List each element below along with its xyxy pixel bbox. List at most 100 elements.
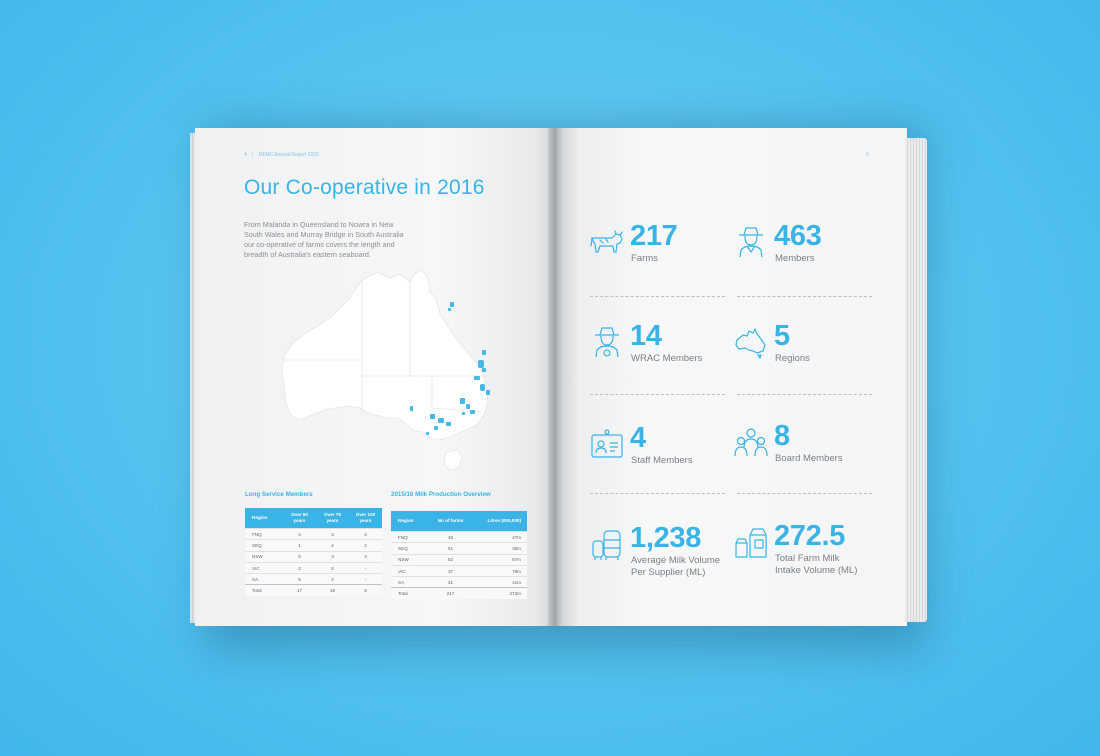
table-header-row: Region No of farms Litres (000,000) (391, 511, 527, 532)
stat-label: Average Milk Volume Per Supplier (ML) (631, 555, 720, 579)
table-row: SA 31 41m (391, 576, 527, 588)
cell: 217 (425, 587, 476, 599)
table-row: VIC 2 6- (245, 561, 382, 574)
milk-vat-icon (592, 530, 621, 560)
table-header-row: Region Over 50 years Over 75 years Over … (245, 508, 382, 529)
stat-label-line-2: Intake Volume (ML) (775, 565, 858, 576)
stat-value: 272.5 (774, 520, 846, 552)
cell: Total (245, 584, 283, 596)
stat-value: 1,238 (630, 522, 702, 554)
cell: FNQ (391, 530, 425, 543)
stat-divider (737, 493, 872, 494)
table-row: SA 5 2- (245, 573, 382, 585)
cell: 38m (476, 542, 527, 555)
stat-value: 8 (774, 420, 790, 452)
cell: SEQ (391, 542, 425, 555)
book-gutter (548, 128, 564, 626)
cell: 2 (283, 561, 316, 574)
stat-value: 14 (630, 320, 662, 352)
table-row: NSW 52 67m (391, 553, 527, 566)
page-title: Our Co-operative in 2016 (244, 176, 485, 199)
stat-label-line-2: Per Supplier (ML) (631, 567, 706, 578)
stat-label: Staff Members (631, 455, 693, 466)
stat-label: Farms (631, 253, 658, 264)
left-page-edges (190, 133, 196, 623)
stat-label: Regions (775, 353, 810, 364)
header-cell: Region (391, 511, 425, 532)
header-cell: Litres (000,000) (476, 511, 527, 532)
cell: 4 (283, 527, 316, 540)
right-page-edges (905, 138, 927, 622)
intro-paragraph: From Malanda in Queensland to Nowra in N… (244, 220, 404, 259)
table-row: VIC 37 79m (391, 564, 527, 577)
cell: 46 (425, 530, 476, 543)
stat-divider (590, 296, 725, 297)
cell: FNQ (245, 527, 283, 540)
stat-divider (590, 493, 725, 494)
cell: 31 (425, 576, 476, 588)
table-row: SEQ 1 4 2 (245, 539, 382, 552)
cell: 5 (283, 550, 316, 563)
stat-label: Members (775, 253, 815, 264)
header-cell: No of farms (425, 511, 476, 532)
stat-divider (737, 394, 872, 395)
page-number-right: 5 (866, 152, 869, 158)
cell: 3 (316, 550, 349, 563)
cell: 18 (316, 584, 349, 596)
long-service-title: Long Service Members (245, 491, 313, 498)
stat-label-line-1: Average Milk Volume (631, 555, 721, 566)
australia-landmass (282, 269, 489, 471)
cell: 51 (425, 542, 476, 555)
farmer-icon (739, 227, 763, 258)
milk-production-title: 2015/16 Milk Production Overview (391, 491, 491, 498)
header-cell: Over 75 years (316, 508, 349, 529)
cell: 272m (476, 587, 527, 599)
australia-map-illustration (282, 269, 490, 471)
cell: Total (391, 587, 425, 599)
cell: 9 (349, 584, 382, 596)
cell: 5 (283, 573, 316, 585)
header-separator: | (252, 152, 254, 158)
cell: 4 (349, 527, 382, 540)
stat-label: WRAC Members (631, 353, 703, 364)
cell: SA (391, 576, 425, 588)
report-title: DFMC Annual Report 2016 (258, 152, 319, 158)
table-row: FNQ 46 47m (391, 530, 527, 543)
cell: VIC (245, 561, 283, 574)
stat-value: 217 (630, 220, 678, 252)
stat-value: 5 (774, 320, 790, 352)
table-row: FNQ 4 3 4 (245, 527, 382, 540)
cell: 3 (316, 527, 349, 540)
cell: 52 (425, 553, 476, 566)
cell: 6 (316, 561, 349, 574)
cell: 17 (283, 584, 316, 596)
australia-map-icon (735, 328, 766, 359)
cell: 67m (476, 553, 527, 566)
cell: 47m (476, 530, 527, 543)
header-cell: Region (245, 508, 283, 529)
milk-cartons-icon (735, 528, 767, 558)
stat-value: 4 (630, 422, 646, 454)
staff-id-card-icon (591, 429, 623, 458)
board-members-icon (734, 428, 768, 457)
header-cell: Over 100 years (349, 508, 382, 529)
cell: 37 (425, 564, 476, 577)
page-number-left: 4 (244, 152, 247, 158)
cell: 4 (316, 539, 349, 552)
cell: - (349, 561, 382, 574)
table-total-row: Total 17 18 9 (245, 584, 382, 596)
cell: SEQ (245, 539, 283, 552)
table-total-row: Total 217 272m (391, 587, 527, 599)
long-service-table: Region Over 50 years Over 75 years Over … (245, 508, 382, 596)
cell: VIC (391, 564, 425, 577)
stat-label: Total Farm Milk Intake Volume (ML) (775, 553, 857, 577)
table-row: SEQ 51 38m (391, 542, 527, 555)
stat-value: 463 (774, 220, 822, 252)
wrac-member-icon (595, 327, 619, 358)
cell: 79m (476, 564, 527, 577)
stat-divider (737, 296, 872, 297)
farm-locations (410, 302, 490, 435)
cell: 2 (349, 539, 382, 552)
cell: NSW (245, 550, 283, 563)
cell: SA (245, 573, 283, 585)
